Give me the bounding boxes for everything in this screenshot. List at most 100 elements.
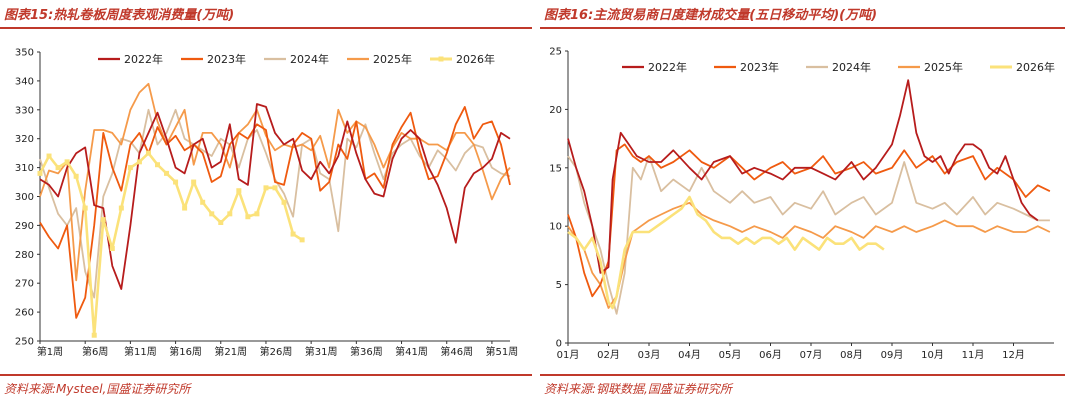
y-tick-label: 310 xyxy=(15,163,34,174)
x-tick-label: 第6周 xyxy=(82,345,108,358)
series-marker-2026 xyxy=(118,205,124,211)
y-tick-label: 260 xyxy=(15,308,34,319)
y-tick-label: 270 xyxy=(15,279,34,290)
x-tick-label: 01月 xyxy=(557,349,580,361)
series-marker-2026 xyxy=(254,211,260,217)
series-line-2024 xyxy=(39,108,511,299)
x-tick-label: 08月 xyxy=(840,349,863,361)
y-tick-label: 340 xyxy=(15,76,34,87)
series-marker-2026 xyxy=(82,205,88,211)
series-line-2024 xyxy=(567,155,1050,315)
right-source-rule xyxy=(540,374,1065,376)
x-tick-label: 第21周 xyxy=(214,345,247,358)
x-tick-label: 第11周 xyxy=(124,345,157,358)
left-chart-panel: 图表15:热轧卷板周度表观消费量(万吨) 250 260 270 280 290 300 3… xyxy=(0,0,532,404)
series-marker-2026 xyxy=(109,246,115,252)
x-tick-label: 07月 xyxy=(800,349,823,361)
x-tick-label: 04月 xyxy=(678,349,701,361)
y-tick-label: 250 xyxy=(15,337,34,348)
legend-label-2025: 2025年 xyxy=(373,52,412,66)
legend-label-2022: 2022年 xyxy=(124,52,163,66)
left-source-rule xyxy=(0,374,532,376)
right-chart-svg: 0 5 10 15 20 25 01月 02月 03月 04月 05月 06月 07月 08月 09月 10月… xyxy=(549,47,1055,362)
x-tick-label: 09月 xyxy=(881,349,904,361)
right-chart-source: 资料来源:钢联数据,国盛证券研究所 xyxy=(544,382,732,396)
y-tick-label: 300 xyxy=(15,192,34,203)
x-tick-label: 02月 xyxy=(597,349,620,361)
series-marker-2026 xyxy=(37,170,43,176)
x-tick-label: 10月 xyxy=(921,349,944,361)
legend-marker-2026 xyxy=(438,56,444,62)
series-marker-2026 xyxy=(127,165,133,171)
series-marker-2026 xyxy=(263,185,269,191)
series-line-2023 xyxy=(567,143,1051,298)
left-chart-title: 图表15:热轧卷板周度表观消费量(万吨) xyxy=(4,8,235,23)
x-tick-label: 12月 xyxy=(1002,349,1025,361)
y-tick-label: 290 xyxy=(15,221,34,232)
series-marker-2026 xyxy=(64,159,70,165)
legend-label-2025: 2025年 xyxy=(924,60,963,74)
series-marker-2026 xyxy=(299,237,305,243)
legend-label-2024: 2024年 xyxy=(290,52,329,66)
series-marker-2026 xyxy=(145,150,151,156)
x-tick-label: 第46周 xyxy=(440,345,473,358)
left-title-rule xyxy=(0,27,532,29)
x-tick-label: 第51周 xyxy=(486,345,519,358)
series-line-2026 xyxy=(567,195,885,310)
y-tick-label: 330 xyxy=(15,105,34,116)
series-line-2026 xyxy=(38,151,303,337)
series-marker-2026 xyxy=(272,185,278,191)
y-tick-label: 15 xyxy=(549,163,562,174)
series-marker-2026 xyxy=(155,162,160,168)
x-tick-label: 03月 xyxy=(638,349,661,361)
x-tick-label: 第1周 xyxy=(37,345,63,358)
legend-label-2023: 2023年 xyxy=(740,60,779,74)
series-marker-2026 xyxy=(191,179,197,185)
series-marker-2026 xyxy=(73,173,79,179)
series-marker-2026 xyxy=(182,205,188,211)
y-tick-label: 5 xyxy=(556,280,562,291)
left-chart-svg: 250 260 270 280 290 300 310 320 330 340 350 第1周 第6周 第… xyxy=(15,48,519,359)
x-tick-label: 第26周 xyxy=(260,345,293,358)
y-tick-label: 25 xyxy=(549,47,562,58)
series-marker-2026 xyxy=(290,231,296,237)
legend-label-2024: 2024年 xyxy=(832,60,871,74)
y-tick-label: 280 xyxy=(15,250,34,261)
series-marker-2026 xyxy=(218,220,224,226)
series-marker-2026 xyxy=(136,159,142,165)
legend-label-2022: 2022年 xyxy=(648,60,687,74)
x-tick-label: 05月 xyxy=(719,349,742,361)
legend-label-2026: 2026年 xyxy=(456,52,495,66)
y-tick-label: 0 xyxy=(556,339,562,350)
legend-label-2026: 2026年 xyxy=(1016,60,1055,74)
x-tick-label: 第16周 xyxy=(169,345,202,358)
series-line-2025 xyxy=(567,201,1051,309)
series-marker-2026 xyxy=(227,211,233,217)
series-line-2025 xyxy=(39,82,511,282)
series-marker-2026 xyxy=(209,211,215,217)
series-marker-2026 xyxy=(245,214,251,220)
y-tick-label: 350 xyxy=(15,48,34,59)
x-tick-label: 11月 xyxy=(962,349,985,361)
x-tick-label: 06月 xyxy=(759,349,782,361)
y-tick-label: 20 xyxy=(549,105,562,116)
right-chart-panel: 图表16:主流贸易商日度建材成交量(五日移动平均)(万吨) 0 5 10 15 20 25… xyxy=(540,0,1065,404)
x-tick-label: 第36周 xyxy=(350,345,383,358)
y-tick-label: 320 xyxy=(15,134,34,145)
series-marker-2026 xyxy=(91,332,97,338)
series-marker-2026 xyxy=(236,188,242,194)
x-tick-label: 第41周 xyxy=(395,345,428,358)
x-tick-label: 第31周 xyxy=(305,345,338,358)
series-line-2023 xyxy=(39,106,511,319)
series-marker-2026 xyxy=(200,199,206,205)
right-title-rule xyxy=(540,27,1065,29)
series-marker-2026 xyxy=(100,217,106,223)
left-chart-source: 资料来源:Mysteel,国盛证券研究所 xyxy=(4,382,191,396)
right-chart-title: 图表16:主流贸易商日度建材成交量(五日移动平均)(万吨) xyxy=(544,8,878,23)
series-marker-2026 xyxy=(164,170,170,176)
legend-label-2023: 2023年 xyxy=(207,52,246,66)
series-marker-2026 xyxy=(46,153,52,159)
series-marker-2026 xyxy=(173,179,179,185)
y-tick-label: 10 xyxy=(549,222,562,233)
series-line-2022 xyxy=(567,79,1039,274)
